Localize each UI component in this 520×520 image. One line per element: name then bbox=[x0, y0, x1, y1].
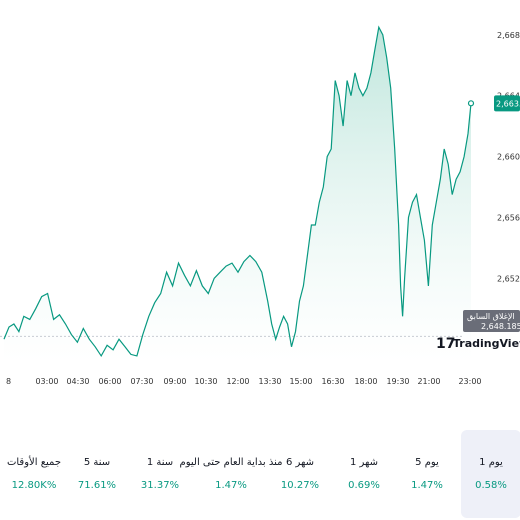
perf-label: 5 يوم bbox=[415, 457, 439, 468]
x-tick-label: 18:00 bbox=[354, 377, 377, 386]
x-tick-label: 03:00 bbox=[35, 377, 58, 386]
perf-label: جميع الأوقات bbox=[6, 457, 62, 468]
perf-value: 0.58% bbox=[475, 480, 507, 491]
perf-label: 1 سنة bbox=[146, 457, 174, 468]
perf-item-1m[interactable]: 1 شهر 0.69% bbox=[334, 430, 394, 518]
price-line bbox=[3, 25, 472, 358]
x-tick-label: 10:30 bbox=[194, 377, 217, 386]
last-price-point bbox=[467, 100, 475, 107]
y-tick-label: 2,668.000 bbox=[497, 31, 520, 40]
perf-item-1d[interactable]: 1 يوم 0.58% bbox=[461, 430, 520, 518]
perf-value: 12.80K% bbox=[11, 480, 57, 491]
x-tick-label: 16:30 bbox=[321, 377, 344, 386]
perf-value: 31.37% bbox=[140, 480, 180, 491]
previous-close-caption: الإغلاق السابق bbox=[467, 312, 515, 322]
price-area-fill bbox=[4, 27, 471, 362]
current-price-label: 2,663.494 bbox=[496, 99, 520, 108]
current-price-tag: 2,663.494 bbox=[494, 95, 520, 112]
perf-value: 71.61% bbox=[77, 480, 117, 491]
x-tick-label: 07:30 bbox=[130, 377, 153, 386]
perf-label: 1 شهر bbox=[349, 457, 379, 468]
perf-label: 6 شهر bbox=[285, 457, 315, 468]
perf-item-1y[interactable]: 1 سنة 31.37% bbox=[130, 430, 190, 518]
perf-value: 10.27% bbox=[280, 480, 320, 491]
tradingview-watermark: 17 TradingView bbox=[436, 336, 520, 352]
y-tick-label: 2,656.000 bbox=[497, 213, 520, 222]
previous-close-tag: الإغلاق السابق 2,648.185 bbox=[463, 310, 520, 332]
price-chart[interactable]: 2,668.0002,664.0002,660.0002,656.0002,65… bbox=[0, 0, 520, 400]
tradingview-name: TradingView bbox=[453, 337, 520, 350]
y-axis: 2,668.0002,664.0002,660.0002,656.0002,65… bbox=[497, 31, 520, 283]
perf-item-ytd[interactable]: منذ بداية العام حتى اليوم 1.47% bbox=[180, 430, 283, 518]
x-tick-label: 12:00 bbox=[226, 377, 249, 386]
x-tick-label: 21:00 bbox=[417, 377, 440, 386]
perf-item-5d[interactable]: 5 يوم 1.47% bbox=[397, 430, 457, 518]
perf-item-5y[interactable]: 5 سنة 71.61% bbox=[67, 430, 127, 518]
perf-item-6m[interactable]: 6 شهر 10.27% bbox=[270, 430, 330, 518]
perf-item-all[interactable]: جميع الأوقات 12.80K% bbox=[4, 430, 64, 518]
x-tick-label: 04:30 bbox=[66, 377, 89, 386]
y-tick-label: 2,652.000 bbox=[497, 274, 520, 283]
perf-label: 5 سنة bbox=[83, 457, 111, 468]
y-tick-label: 2,660.000 bbox=[497, 153, 520, 162]
previous-close-label: 2,648.185 bbox=[481, 322, 520, 331]
x-tick-label: 15:00 bbox=[289, 377, 312, 386]
x-tick-label: 8 bbox=[6, 377, 11, 386]
perf-label: 1 يوم bbox=[479, 457, 503, 468]
x-axis: 8 03:00 04:30 06:00 07:30 09:00 10:30 12:00 13:3… bbox=[6, 377, 482, 386]
tradingview-logo-icon: 17 bbox=[436, 336, 455, 352]
perf-label: منذ بداية العام حتى اليوم bbox=[179, 457, 283, 468]
perf-value: 1.47% bbox=[411, 480, 443, 491]
x-tick-label: 23:00 bbox=[458, 377, 481, 386]
performance-bar: 1 يوم 0.58% 5 يوم 1.47% 1 شهر 0.69% 6 شه… bbox=[0, 430, 520, 520]
perf-value: 0.69% bbox=[348, 480, 380, 491]
x-tick-label: 06:00 bbox=[98, 377, 121, 386]
perf-value: 1.47% bbox=[215, 480, 247, 491]
x-tick-label: 19:30 bbox=[386, 377, 409, 386]
x-tick-label: 13:30 bbox=[258, 377, 281, 386]
x-tick-label: 09:00 bbox=[163, 377, 186, 386]
